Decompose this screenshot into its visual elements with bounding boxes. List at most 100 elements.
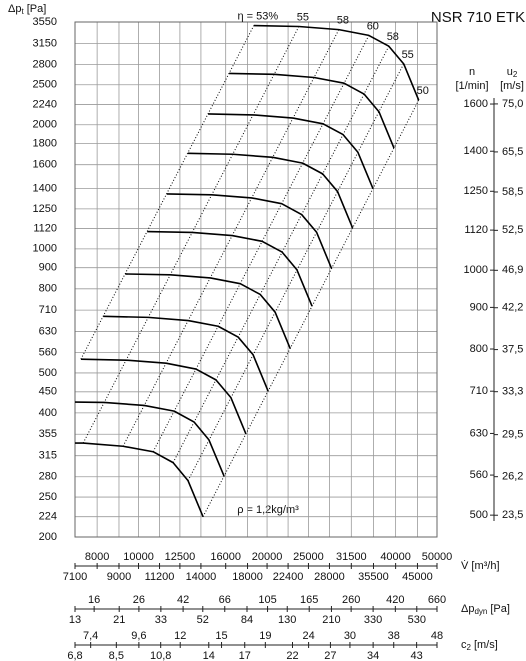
x-tick-label: 15 bbox=[215, 630, 227, 642]
x-tick-label: 8000 bbox=[85, 551, 109, 563]
x-tick-label: 105 bbox=[258, 594, 276, 606]
y2-tick-label: 46,9 bbox=[502, 264, 523, 276]
x-tick-label: 34 bbox=[367, 650, 379, 661]
y-tick-label: 3550 bbox=[33, 16, 57, 28]
x-tick-label: 420 bbox=[386, 594, 404, 606]
x-tick-label: 660 bbox=[428, 594, 446, 606]
x-tick-label: 17 bbox=[239, 650, 251, 661]
fan-curve bbox=[75, 442, 204, 518]
x-tick-label: 24 bbox=[302, 630, 314, 642]
axis-title: Δpt [Pa] bbox=[8, 3, 46, 16]
axis-title: Δpdyn [Pa] bbox=[461, 603, 510, 616]
y2-tick-label: 58,5 bbox=[502, 186, 523, 198]
efficiency-label: 60 bbox=[367, 20, 379, 32]
efficiency-line bbox=[80, 25, 255, 360]
x-tick-label: 14000 bbox=[186, 571, 217, 583]
y-tick-label: 2240 bbox=[33, 98, 57, 110]
x-tick-label: 25000 bbox=[293, 551, 324, 563]
y-tick-label: 3150 bbox=[33, 37, 57, 49]
x-tick-label: 50000 bbox=[422, 551, 453, 563]
y-tick-label: 1120 bbox=[33, 222, 57, 234]
axis-title: u2 bbox=[507, 66, 518, 79]
axis-title-unit: [Pa] bbox=[27, 3, 47, 15]
y-tick-label: 280 bbox=[39, 471, 57, 483]
fan-curve bbox=[187, 152, 354, 229]
axis-title-sub: 2 bbox=[513, 70, 518, 79]
y-tick-label: 800 bbox=[39, 283, 57, 295]
y-tick-label: 630 bbox=[39, 325, 57, 337]
y2-tick-label: 800 bbox=[470, 343, 488, 355]
y-tick-label: 2800 bbox=[33, 58, 57, 70]
axis-title-unit: [m/s] bbox=[474, 639, 498, 651]
chart-title: NSR 710 ETK bbox=[431, 9, 525, 26]
efficiency-line bbox=[122, 29, 340, 447]
x-tick-label: 38 bbox=[388, 630, 400, 642]
axis-title-sub: t bbox=[21, 7, 24, 16]
axis-title-main: u bbox=[507, 66, 513, 78]
y2-tick-label: 1600 bbox=[464, 98, 488, 110]
efficiency-line bbox=[202, 99, 420, 517]
x-tick-label: 30 bbox=[344, 630, 356, 642]
x-tick-label: 210 bbox=[322, 614, 340, 626]
y2-tick-label: 1120 bbox=[464, 224, 488, 236]
x-tick-label: 22 bbox=[286, 650, 298, 661]
plot-border bbox=[74, 21, 438, 538]
y-tick-label: 224 bbox=[39, 511, 57, 523]
efficiency-label: 58 bbox=[337, 15, 349, 27]
axis-title: c2 [m/s] bbox=[461, 639, 498, 652]
x-tick-label: 530 bbox=[408, 614, 426, 626]
x-tick-label: 40000 bbox=[380, 551, 411, 563]
y2-tick-label: 900 bbox=[470, 301, 488, 313]
efficiency-label: 55 bbox=[297, 11, 309, 23]
y-tick-label: 1000 bbox=[33, 243, 57, 255]
y2-tick-label: 1000 bbox=[464, 264, 488, 276]
efficiency-label: 58 bbox=[387, 31, 399, 43]
fan-curve bbox=[229, 72, 395, 149]
x-tick-label: 6,8 bbox=[67, 650, 82, 661]
x-tick-label: 10000 bbox=[123, 551, 154, 563]
y2-tick-label: 710 bbox=[470, 385, 488, 397]
axis-title-main: V̇ [m³/h] bbox=[461, 559, 500, 572]
x-tick-label: 66 bbox=[219, 594, 231, 606]
fan-curve bbox=[125, 273, 291, 349]
y2-tick-label: 1400 bbox=[464, 145, 488, 157]
axis-title-main: n bbox=[469, 66, 475, 78]
y2-tick-label: 33,3 bbox=[502, 386, 523, 398]
x-tick-label: 43 bbox=[410, 650, 422, 661]
efficiency-line bbox=[187, 63, 405, 481]
axis-title-sub: 2 bbox=[467, 643, 472, 652]
y-tick-label: 900 bbox=[39, 262, 57, 274]
x-tick-label: 19 bbox=[259, 630, 271, 642]
y2-tick-label: 65,5 bbox=[502, 146, 523, 158]
x-tick-label: 13 bbox=[69, 614, 81, 626]
y2-tick-label: 29,5 bbox=[502, 429, 523, 441]
x-tick-label: 14 bbox=[203, 650, 215, 661]
x-tick-label: 18000 bbox=[232, 571, 263, 583]
x-tick-label: 26 bbox=[133, 594, 145, 606]
efficiency-label: 50 bbox=[417, 85, 429, 97]
x-tick-label: 45000 bbox=[402, 571, 433, 583]
y2-tick-label: 42,2 bbox=[502, 302, 523, 314]
y-tick-label: 250 bbox=[39, 491, 57, 503]
axis-title: V̇ [m³/h] bbox=[461, 559, 500, 572]
fan-curve bbox=[147, 230, 313, 307]
axis-title: n bbox=[469, 66, 475, 78]
x-tick-label: 9,6 bbox=[131, 630, 146, 642]
y-tick-label: 315 bbox=[39, 450, 57, 462]
axis-title-sub: dyn bbox=[474, 607, 487, 616]
axis-title-unit: [m/s] bbox=[500, 80, 524, 92]
x-tick-label: 20000 bbox=[252, 551, 283, 563]
x-tick-label: 22400 bbox=[273, 571, 304, 583]
y-tick-label: 1250 bbox=[33, 203, 57, 215]
axis-title-main: c bbox=[461, 639, 467, 651]
axis-title-main: Δp bbox=[8, 3, 21, 15]
fan-curve bbox=[208, 113, 374, 189]
x-tick-label: 12500 bbox=[165, 551, 196, 563]
x-tick-label: 35500 bbox=[358, 571, 389, 583]
efficiency-line bbox=[82, 26, 300, 444]
y2-tick-label: 560 bbox=[470, 469, 488, 481]
x-tick-label: 12 bbox=[174, 630, 186, 642]
x-tick-label: 33 bbox=[155, 614, 167, 626]
y-tick-label: 1800 bbox=[33, 138, 57, 150]
x-tick-label: 10,8 bbox=[150, 650, 171, 661]
